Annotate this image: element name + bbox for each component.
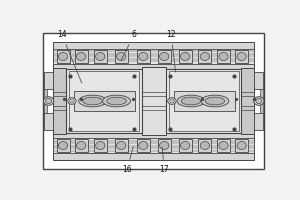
Bar bbox=[217, 50, 230, 63]
Bar bbox=[69, 71, 139, 131]
Ellipse shape bbox=[177, 95, 205, 107]
Text: 6: 6 bbox=[121, 30, 136, 60]
Ellipse shape bbox=[219, 142, 228, 150]
Bar bbox=[53, 49, 254, 64]
Ellipse shape bbox=[96, 142, 105, 150]
Bar bbox=[242, 68, 254, 134]
Text: 14: 14 bbox=[57, 30, 82, 83]
Bar bbox=[43, 33, 264, 169]
Ellipse shape bbox=[46, 98, 52, 104]
Ellipse shape bbox=[160, 142, 169, 150]
Ellipse shape bbox=[79, 95, 106, 107]
Ellipse shape bbox=[181, 142, 190, 150]
Bar bbox=[235, 50, 248, 63]
Bar bbox=[57, 139, 70, 152]
Ellipse shape bbox=[139, 142, 148, 150]
Text: 12: 12 bbox=[167, 30, 176, 72]
Bar bbox=[94, 50, 107, 63]
Ellipse shape bbox=[76, 52, 86, 60]
Ellipse shape bbox=[116, 142, 126, 150]
Ellipse shape bbox=[139, 52, 148, 60]
Bar bbox=[169, 71, 238, 131]
Bar bbox=[75, 50, 88, 63]
Ellipse shape bbox=[254, 97, 264, 105]
Ellipse shape bbox=[44, 97, 54, 105]
Ellipse shape bbox=[83, 97, 102, 105]
Bar bbox=[94, 139, 107, 152]
Bar bbox=[57, 50, 70, 63]
Bar bbox=[53, 68, 66, 134]
Bar bbox=[66, 69, 142, 133]
Bar bbox=[254, 113, 263, 130]
Ellipse shape bbox=[58, 142, 68, 150]
Text: 16: 16 bbox=[122, 147, 133, 174]
Ellipse shape bbox=[219, 52, 228, 60]
Bar bbox=[44, 89, 47, 113]
Bar bbox=[254, 72, 263, 89]
Ellipse shape bbox=[200, 142, 210, 150]
Bar bbox=[137, 139, 150, 152]
Bar bbox=[75, 139, 88, 152]
Bar bbox=[198, 50, 212, 63]
Ellipse shape bbox=[76, 142, 86, 150]
Ellipse shape bbox=[70, 99, 74, 103]
Ellipse shape bbox=[116, 52, 126, 60]
Bar bbox=[158, 139, 171, 152]
Ellipse shape bbox=[58, 52, 68, 60]
Bar bbox=[53, 138, 254, 153]
Ellipse shape bbox=[256, 98, 262, 104]
Bar bbox=[74, 91, 135, 111]
Bar bbox=[178, 50, 192, 63]
Bar bbox=[178, 139, 192, 152]
Ellipse shape bbox=[237, 52, 246, 60]
Bar bbox=[235, 139, 248, 152]
Bar bbox=[44, 113, 53, 130]
Bar bbox=[44, 72, 53, 89]
Bar bbox=[137, 50, 150, 63]
Ellipse shape bbox=[96, 52, 105, 60]
Ellipse shape bbox=[103, 95, 130, 107]
Bar bbox=[115, 139, 128, 152]
Ellipse shape bbox=[68, 98, 76, 104]
Bar bbox=[53, 42, 254, 160]
Bar bbox=[158, 50, 171, 63]
Text: 17: 17 bbox=[159, 147, 169, 174]
Ellipse shape bbox=[169, 99, 174, 103]
Ellipse shape bbox=[168, 98, 176, 104]
Ellipse shape bbox=[181, 97, 201, 105]
Bar bbox=[173, 91, 235, 111]
Ellipse shape bbox=[205, 97, 225, 105]
Bar bbox=[115, 50, 128, 63]
Bar bbox=[217, 139, 230, 152]
Bar bbox=[260, 89, 263, 113]
Bar bbox=[198, 139, 212, 152]
Ellipse shape bbox=[107, 97, 126, 105]
Ellipse shape bbox=[200, 52, 210, 60]
Ellipse shape bbox=[237, 142, 246, 150]
Ellipse shape bbox=[181, 52, 190, 60]
Bar bbox=[166, 69, 242, 133]
Bar bbox=[142, 67, 166, 135]
Ellipse shape bbox=[160, 52, 169, 60]
Ellipse shape bbox=[201, 95, 229, 107]
